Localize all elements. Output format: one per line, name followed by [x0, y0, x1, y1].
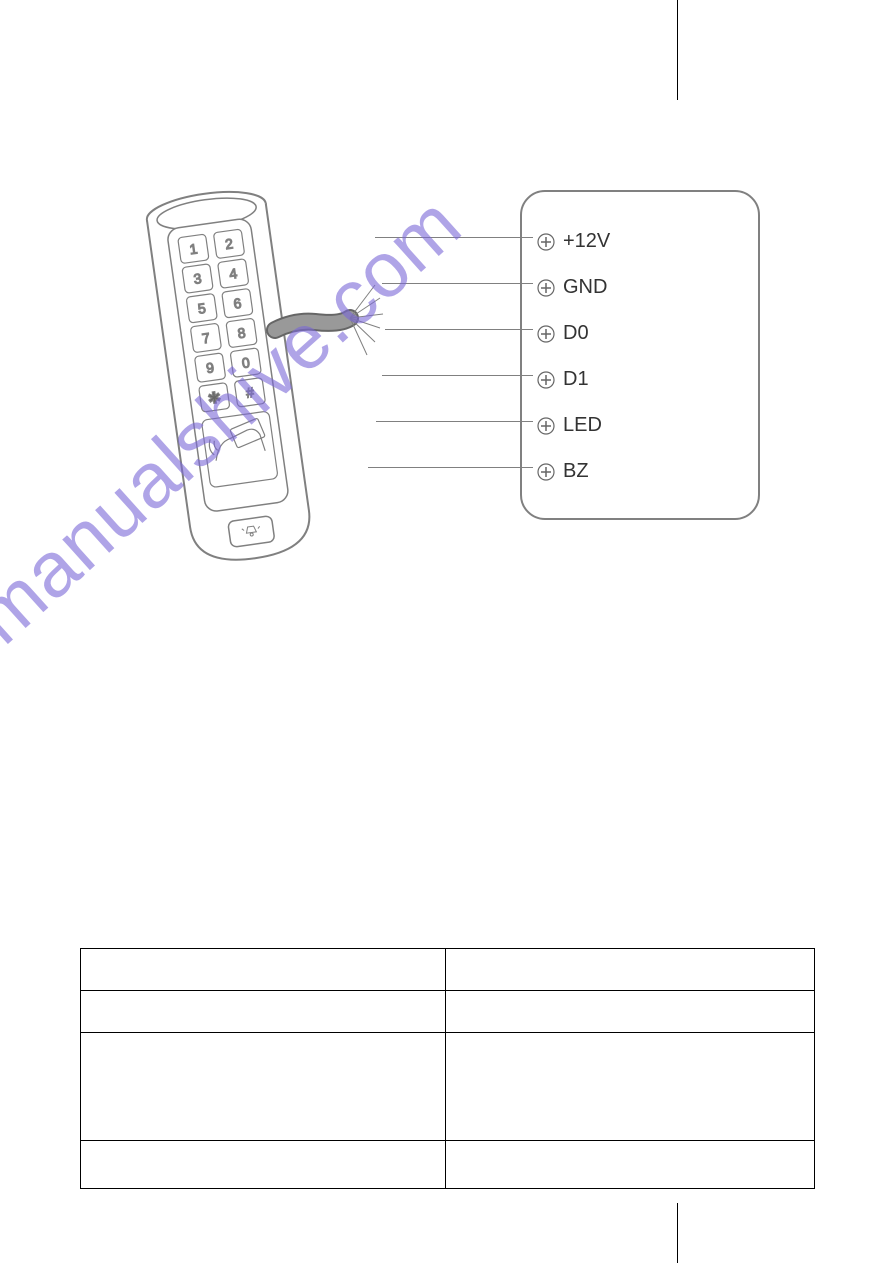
- terminal-d0: D0: [537, 322, 589, 345]
- terminal-label: +12V: [563, 230, 610, 253]
- table-cell: [445, 991, 815, 1033]
- wire: [368, 467, 533, 468]
- terminal-label: D0: [563, 322, 589, 345]
- manual-page: 1 2 3 4 5 6 7 8 9 0 ✱ #: [0, 0, 893, 1263]
- screw-icon: [537, 463, 555, 481]
- top-margin-marker: [677, 0, 678, 100]
- table-cell: [445, 1033, 815, 1141]
- table-cell: [81, 949, 446, 991]
- screw-icon: [537, 279, 555, 297]
- terminal-bz: BZ: [537, 460, 589, 483]
- wire: [376, 421, 533, 422]
- screw-icon: [537, 371, 555, 389]
- wire: [385, 329, 533, 330]
- terminal-led: LED: [537, 414, 602, 437]
- terminal-label: LED: [563, 414, 602, 437]
- terminal-label: BZ: [563, 460, 589, 483]
- bottom-margin-marker: [677, 1203, 678, 1263]
- table-cell: [445, 949, 815, 991]
- table-cell: [81, 991, 446, 1033]
- screw-icon: [537, 417, 555, 435]
- table-cell: [445, 1141, 815, 1189]
- wire: [375, 237, 533, 238]
- terminal-gnd: GND: [537, 276, 607, 299]
- screw-icon: [537, 325, 555, 343]
- terminal-label: D1: [563, 368, 589, 391]
- terminal-d1: D1: [537, 368, 589, 391]
- table-cell: [81, 1033, 446, 1141]
- terminal-label: GND: [563, 276, 607, 299]
- table-cell: [81, 1141, 446, 1189]
- wiring-diagram: 1 2 3 4 5 6 7 8 9 0 ✱ #: [130, 180, 770, 600]
- svg-text:✱: ✱: [207, 389, 223, 408]
- wire: [382, 375, 533, 376]
- terminal-12v: +12V: [537, 230, 610, 253]
- controller-terminal-block: +12V GND D0 D1 LED BZ: [520, 190, 760, 520]
- wire: [382, 283, 533, 284]
- specification-table: [80, 948, 815, 1189]
- screw-icon: [537, 233, 555, 251]
